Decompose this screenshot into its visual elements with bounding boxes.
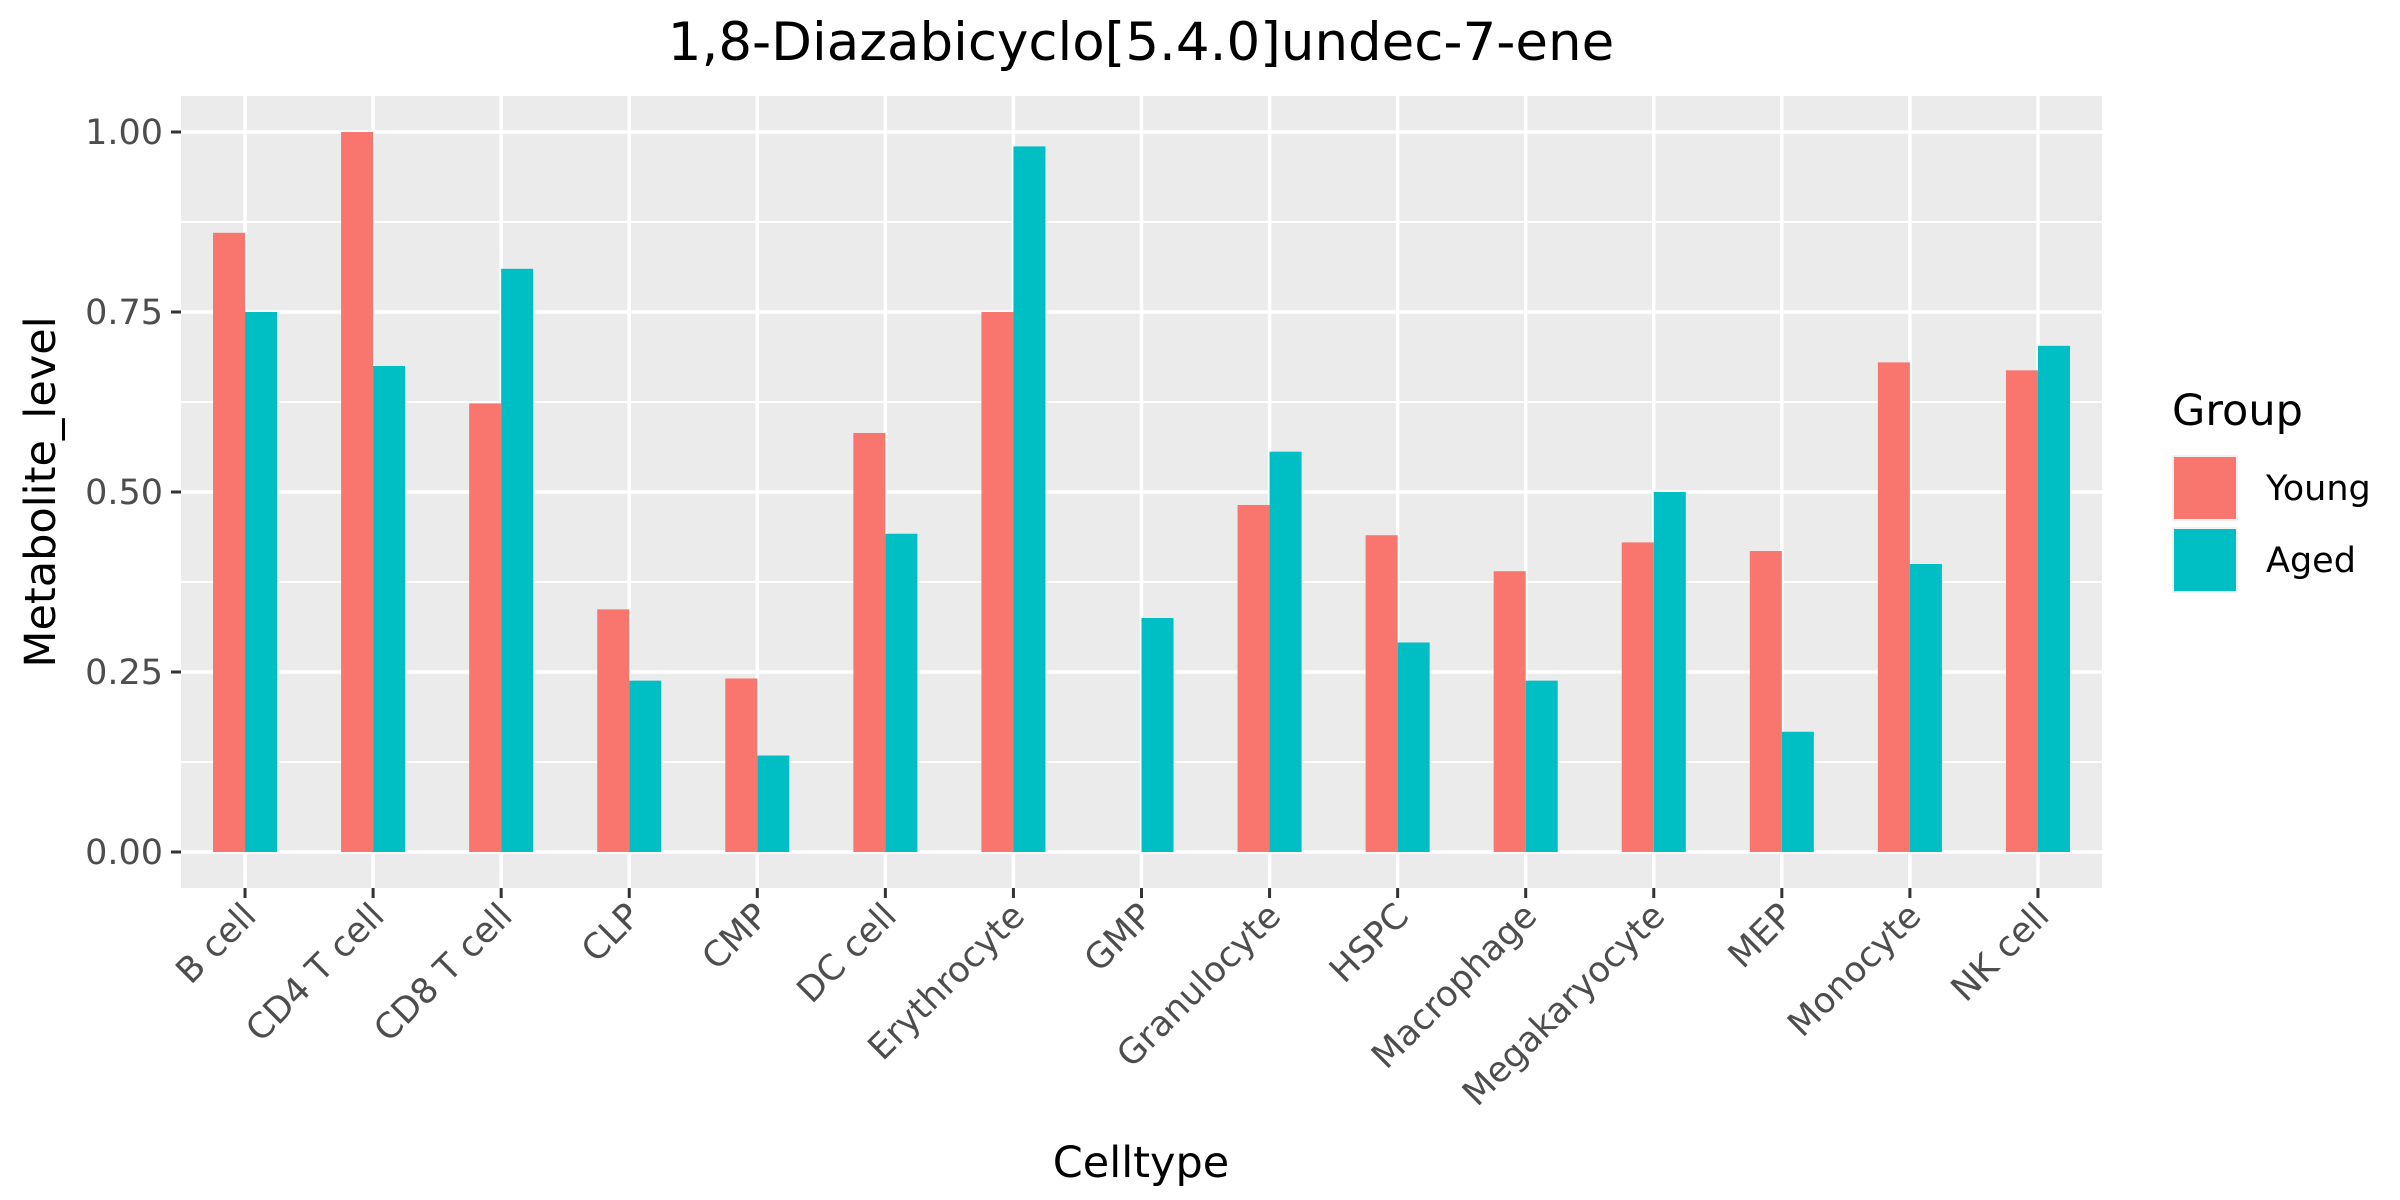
bar-young bbox=[1877, 362, 1910, 852]
bar-aged bbox=[1269, 451, 1302, 852]
bar-young bbox=[2005, 370, 2038, 852]
bar-aged bbox=[1781, 731, 1814, 852]
bar-aged bbox=[1141, 618, 1174, 852]
y-axis-title: Metabolite_level bbox=[16, 316, 66, 667]
bar-aged bbox=[1653, 492, 1686, 852]
bar-aged bbox=[1525, 680, 1558, 852]
legend-key-young bbox=[2174, 457, 2236, 519]
bar-aged bbox=[245, 312, 278, 852]
bar-young bbox=[213, 232, 246, 853]
x-axis-title: Celltype bbox=[1053, 1138, 1229, 1188]
bar-young bbox=[981, 312, 1014, 852]
legend-label: Young bbox=[2265, 469, 2371, 509]
y-tick-label: 0.75 bbox=[85, 293, 163, 333]
bar-aged bbox=[1013, 146, 1046, 852]
bar-young bbox=[1749, 551, 1782, 852]
bar-young bbox=[1237, 504, 1270, 852]
bar-aged bbox=[1909, 564, 1942, 852]
y-tick-label: 0.25 bbox=[85, 653, 163, 693]
legend: Group Young Aged bbox=[2172, 386, 2371, 593]
bar-aged bbox=[757, 755, 790, 852]
bar-aged bbox=[501, 268, 534, 852]
chart-title: 1,8-Diazabicyclo[5.4.0]undec-7-ene bbox=[668, 12, 1614, 73]
bar-young bbox=[1621, 542, 1654, 852]
bar-young bbox=[597, 609, 630, 852]
bar-young bbox=[1493, 571, 1526, 852]
bar-young bbox=[725, 678, 758, 852]
bar-aged bbox=[885, 533, 918, 852]
bar-aged bbox=[2037, 345, 2070, 852]
legend-title: Group bbox=[2172, 386, 2303, 436]
bar-young bbox=[1365, 535, 1398, 852]
bar-aged bbox=[1397, 642, 1430, 852]
legend-label: Aged bbox=[2266, 541, 2356, 581]
bar-young bbox=[469, 403, 502, 852]
bar-young bbox=[341, 132, 374, 852]
y-tick-label: 0.50 bbox=[85, 473, 163, 513]
y-tick-label: 1.00 bbox=[85, 113, 163, 153]
y-axis: 0.00 0.25 0.50 0.75 1.00 bbox=[85, 113, 181, 873]
bar-young bbox=[853, 432, 886, 852]
bar-aged bbox=[629, 680, 662, 852]
bars bbox=[213, 132, 2070, 853]
bar-aged bbox=[373, 366, 406, 852]
y-tick-label: 0.00 bbox=[85, 833, 163, 873]
legend-key-aged bbox=[2174, 529, 2236, 591]
